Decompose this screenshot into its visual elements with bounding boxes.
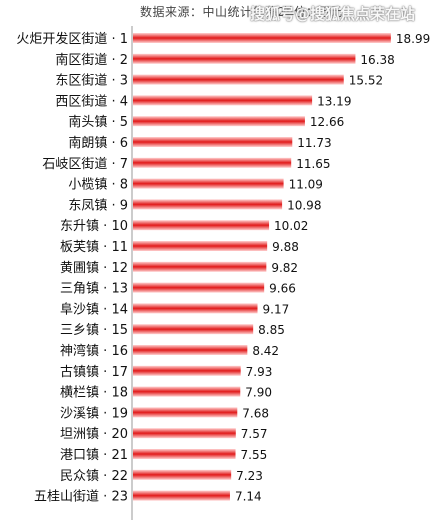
value-label: 8.85 bbox=[258, 323, 285, 337]
value-label: 8.42 bbox=[252, 344, 279, 358]
category-label: 神湾镇 · 16 bbox=[60, 343, 128, 359]
category-label: 民众镇 · 22 bbox=[60, 469, 128, 484]
value-label: 10.98 bbox=[287, 198, 321, 212]
bar bbox=[133, 53, 356, 64]
bar bbox=[133, 33, 391, 43]
category-label: 东升镇 · 10 bbox=[60, 219, 128, 234]
category-label: 东区街道 · 3 bbox=[55, 74, 128, 89]
value-label: 7.23 bbox=[236, 469, 263, 483]
bar bbox=[133, 324, 254, 335]
category-label: 三乡镇 · 15 bbox=[60, 323, 128, 338]
category-label: 三角镇 · 13 bbox=[60, 282, 128, 297]
bar bbox=[133, 178, 284, 189]
category-label: 东凤镇 · 9 bbox=[68, 198, 128, 213]
value-label: 7.90 bbox=[245, 386, 272, 400]
value-label: 16.38 bbox=[360, 53, 394, 67]
category-label: 港口镇 · 21 bbox=[60, 448, 128, 463]
value-label: 11.09 bbox=[289, 178, 323, 192]
value-label: 7.68 bbox=[242, 406, 269, 420]
value-label: 18.99 bbox=[396, 32, 430, 46]
category-label: 西区街道 · 4 bbox=[55, 94, 128, 109]
value-label: 9.82 bbox=[271, 261, 298, 275]
bar bbox=[133, 74, 344, 85]
value-label: 7.55 bbox=[241, 448, 268, 462]
bar bbox=[133, 199, 283, 210]
category-label: 火炬开发区街道 · 1 bbox=[16, 31, 128, 47]
chart-header: 数据来源：中山统计年鉴2 单位：万元 搜狐号@搜狐焦点荣在站 bbox=[0, 0, 436, 26]
value-label: 7.93 bbox=[246, 365, 273, 379]
category-label: 古镇镇 · 17 bbox=[60, 365, 128, 380]
source-note: 数据来源：中山统计年鉴2 bbox=[140, 5, 286, 19]
value-label: 9.17 bbox=[263, 302, 290, 316]
bar bbox=[133, 116, 305, 127]
value-label: 11.65 bbox=[296, 157, 330, 171]
value-label: 7.14 bbox=[235, 490, 262, 504]
unit-note: 单位：万元 bbox=[282, 5, 343, 19]
bar bbox=[133, 386, 241, 397]
category-label: 小榄镇 · 8 bbox=[68, 177, 128, 193]
category-label: 阜沙镇 · 14 bbox=[60, 301, 128, 317]
category-label: 五桂山街道 · 23 bbox=[34, 490, 128, 505]
bar bbox=[133, 95, 313, 106]
category-label: 黄圃镇 · 12 bbox=[60, 261, 128, 276]
bar bbox=[133, 449, 236, 459]
category-label: 石岐区街道 · 7 bbox=[42, 157, 128, 172]
value-label: 11.73 bbox=[297, 136, 331, 150]
category-label: 南头镇 · 5 bbox=[68, 114, 128, 130]
category-label: 沙溪镇 · 19 bbox=[60, 406, 128, 421]
bar bbox=[133, 345, 248, 355]
category-label: 板芙镇 · 11 bbox=[60, 240, 128, 255]
bar bbox=[133, 469, 232, 480]
bar bbox=[133, 241, 268, 251]
value-label: 9.66 bbox=[269, 282, 296, 296]
category-label: 南朗镇 · 6 bbox=[68, 135, 128, 151]
bar bbox=[133, 220, 270, 231]
watermark: 搜狐号@搜狐焦点荣在站 bbox=[250, 5, 416, 23]
bar bbox=[133, 282, 265, 293]
value-label: 13.19 bbox=[317, 94, 351, 108]
bar-rows: 火炬开发区街道 · 1 18.99 南区街道 · 2 16.38 东区街道 · 3 15.… bbox=[16, 31, 430, 505]
bar bbox=[133, 428, 236, 439]
value-label: 12.66 bbox=[310, 115, 344, 129]
bar bbox=[133, 261, 267, 272]
category-label: 坦洲镇 · 20 bbox=[60, 427, 128, 442]
bar bbox=[133, 365, 241, 376]
value-label: 10.02 bbox=[274, 219, 308, 233]
bar bbox=[133, 407, 238, 418]
value-label: 7.57 bbox=[241, 427, 268, 441]
bar bbox=[133, 157, 292, 168]
bar bbox=[133, 137, 293, 147]
category-label: 横栏镇 · 18 bbox=[60, 386, 128, 401]
value-label: 15.52 bbox=[349, 74, 383, 88]
category-label: 南区街道 · 2 bbox=[55, 52, 128, 68]
bar bbox=[133, 303, 258, 314]
value-label: 9.88 bbox=[272, 240, 299, 254]
bar bbox=[133, 490, 230, 501]
